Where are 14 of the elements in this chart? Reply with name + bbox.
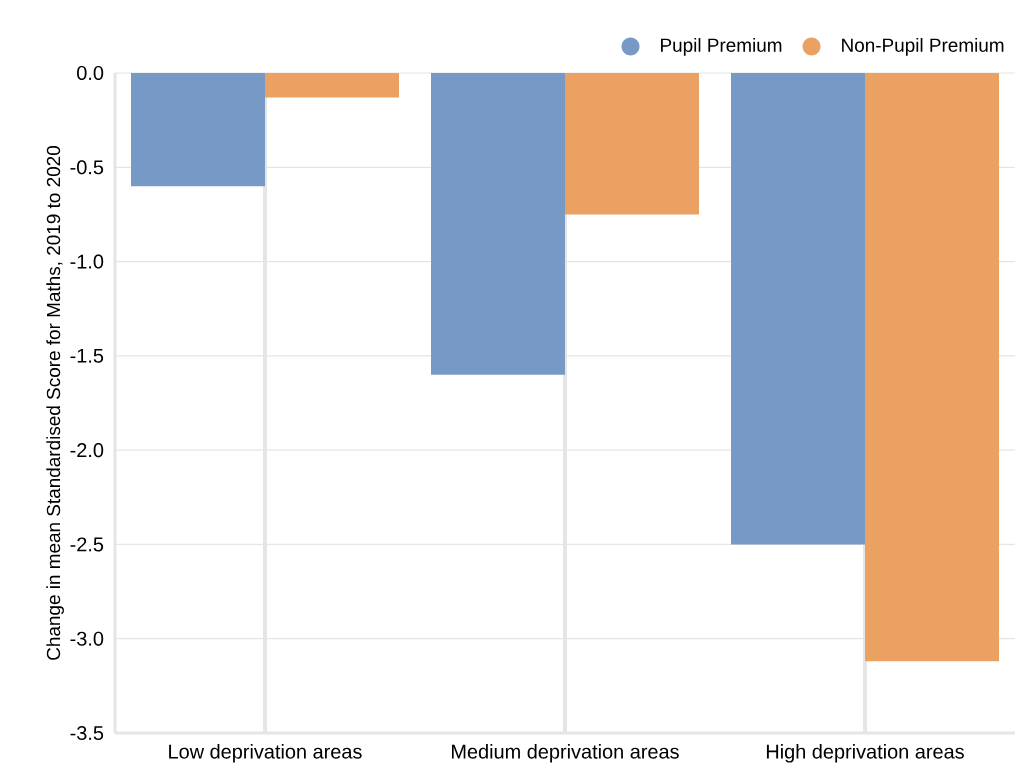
y-tick-label: 0.0 — [77, 65, 104, 81]
y-tick-label: -2.5 — [70, 537, 104, 552]
x-tick-label: High deprivation areas — [766, 744, 964, 763]
y-tick-label: -2.0 — [70, 443, 104, 458]
legend-label: Non-Pupil Premium — [842, 38, 1004, 56]
y-tick-label: -3.0 — [70, 631, 104, 646]
y-tick-label: -3.5 — [70, 725, 104, 741]
y-tick-label: -1.0 — [70, 254, 104, 269]
y-tick-label: -0.5 — [70, 160, 104, 175]
y-tick-label: -1.5 — [70, 348, 104, 363]
legend-label: Pupil Premium — [661, 38, 782, 56]
y-axis-title: Change in mean Standardised Score for Maths, 2019 to 2020 — [46, 146, 64, 660]
x-tick-label: Low deprivation areas — [169, 744, 362, 763]
x-tick-label: Medium deprivation areas — [452, 744, 679, 763]
